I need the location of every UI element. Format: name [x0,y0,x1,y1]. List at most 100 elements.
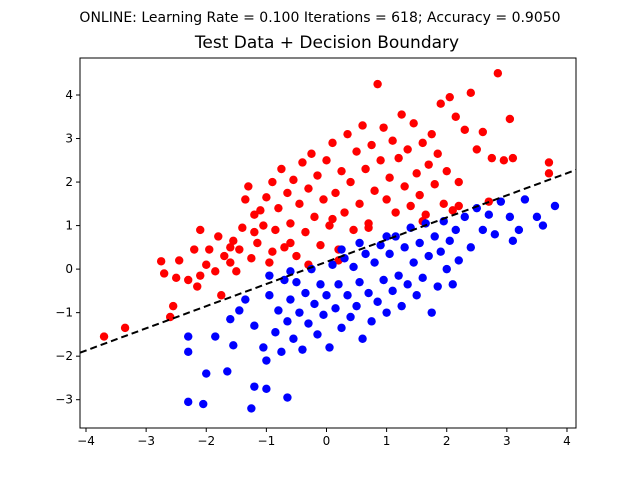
data-point [508,236,518,246]
data-point [406,201,415,211]
data-point [373,297,382,306]
data-point [385,249,394,259]
data-point [271,328,280,337]
data-point [430,180,439,189]
data-point [544,169,554,178]
data-point [367,140,376,150]
data-point [436,99,445,108]
data-point [226,314,235,324]
data-point [292,251,301,261]
data-point [286,295,295,304]
data-point [499,156,509,165]
data-point [532,212,542,222]
data-point [433,149,442,158]
data-point [274,306,283,315]
data-point [193,282,202,291]
data-point [544,158,554,167]
data-point [484,210,494,219]
data-point [430,232,439,241]
data-point [331,188,340,198]
y-tick-label: 4 [65,88,73,102]
data-point [301,227,310,237]
data-point [478,127,488,137]
data-point [415,238,424,248]
data-point [331,304,340,313]
data-point [322,291,331,300]
x-tick-label: 2 [443,434,451,448]
axes-frame [79,57,577,429]
data-point [400,243,409,252]
data-point [99,332,109,341]
data-point [454,201,463,211]
data-point [238,223,247,232]
data-point [364,223,373,232]
data-point [286,219,295,228]
data-point [313,330,322,339]
data-point [361,164,370,174]
data-point [427,129,436,139]
data-point [298,158,307,167]
data-point [340,208,349,217]
data-point [343,129,352,139]
data-point [388,286,397,296]
x-tick-label: 3 [503,434,511,448]
data-point [334,280,343,289]
data-point [259,343,268,352]
data-point [253,238,262,248]
data-point [301,288,310,298]
data-point [418,273,427,283]
data-point [343,291,352,300]
x-tick-label: 4 [563,434,571,448]
data-point [550,201,560,211]
data-point [451,225,460,235]
data-point [382,195,391,204]
data-point [385,173,394,182]
data-point [304,319,313,328]
data-point [403,145,412,154]
data-point [220,251,229,261]
data-point [214,232,223,241]
data-point [328,260,337,269]
data-point [409,258,418,267]
data-point [412,169,421,178]
data-point [250,227,259,237]
x-tick-label: 0 [323,434,331,448]
data-point [168,301,178,311]
data-point [319,310,328,320]
data-point [199,399,208,409]
data-point [262,384,271,394]
data-point [448,280,457,289]
data-point [454,177,463,187]
data-point [424,160,433,169]
data-point [466,88,475,98]
data-point [298,345,307,354]
data-point [355,238,364,248]
data-point [316,240,325,250]
data-point [310,212,319,222]
data-point [289,334,298,343]
data-point [277,164,286,174]
data-point [250,210,259,219]
data-point [271,225,280,235]
data-point [265,258,274,267]
data-point [433,282,442,291]
data-point [235,306,244,315]
x-tick-label: 1 [383,434,391,448]
data-point [202,369,211,378]
data-point [460,125,469,135]
data-point [196,271,205,280]
data-point [184,397,193,407]
data-point [448,206,457,215]
data-point [156,257,166,266]
data-point [337,245,346,254]
data-point [361,249,370,259]
data-point [352,301,361,311]
data-point [394,153,403,163]
data-point [520,195,530,204]
data-point [328,214,337,224]
data-point [412,291,421,300]
data-point [223,367,232,376]
data-point [358,121,367,130]
figure-suptitle: ONLINE: Learning Rate = 0.100 Iterations… [79,10,560,26]
